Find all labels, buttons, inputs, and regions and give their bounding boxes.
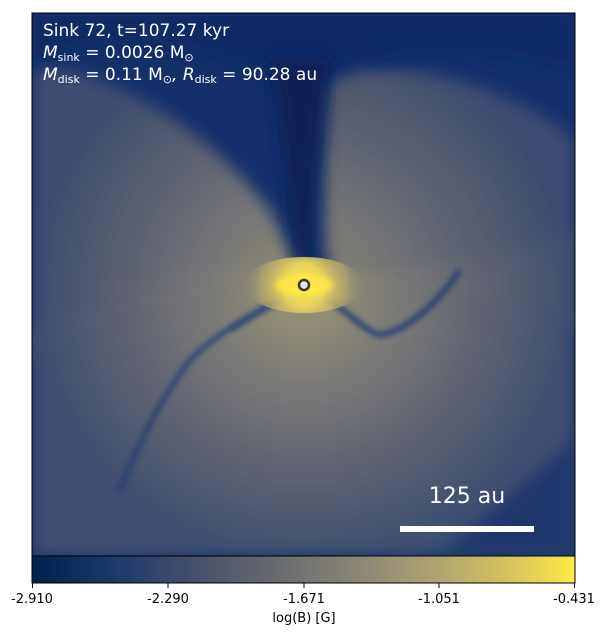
field-map: [32, 13, 575, 556]
sink-mass-label: Msink = 0.0026 M⊙: [43, 43, 194, 64]
sink-mass-symbol: M: [43, 43, 58, 63]
colorbar-tick-label: -2.910: [11, 592, 53, 607]
colorbar-ticks: [32, 583, 575, 588]
colorbar-tick-label: -1.051: [418, 592, 460, 607]
scale-bar-label: 125 au: [428, 484, 506, 509]
sink-title: Sink 72, t=107.27 kyr: [43, 21, 230, 41]
disk-mass-subscript: disk: [57, 73, 80, 86]
colorbar-tick-label: -1.671: [283, 592, 325, 607]
sink-mass-value: = 0.0026 M: [79, 43, 185, 63]
disk-mass-symbol: M: [43, 65, 58, 85]
disk-properties-label: Mdisk = 0.11 M⊙, Rdisk = 90.28 au: [43, 65, 317, 86]
sink-mass-subscript: sink: [57, 51, 80, 64]
colorbar-tick-label: -2.290: [147, 592, 189, 607]
sink-mass-sun-symbol: ⊙: [184, 51, 194, 64]
disk-mass-sun-symbol: ⊙: [162, 73, 173, 86]
disk-radius-value: = 90.28 au: [216, 65, 318, 85]
colorbar-label: log(B) [G]: [272, 611, 336, 626]
colorbar: [31, 555, 576, 584]
disk-mass-value: = 0.11 M: [79, 65, 163, 85]
scale-bar: [400, 526, 534, 532]
colorbar-tick-label: -0.431: [553, 592, 595, 607]
sink-marker: [297, 278, 311, 292]
disk-radius-subscript: disk: [194, 73, 217, 86]
disk-radius-symbol: , R: [172, 65, 195, 85]
